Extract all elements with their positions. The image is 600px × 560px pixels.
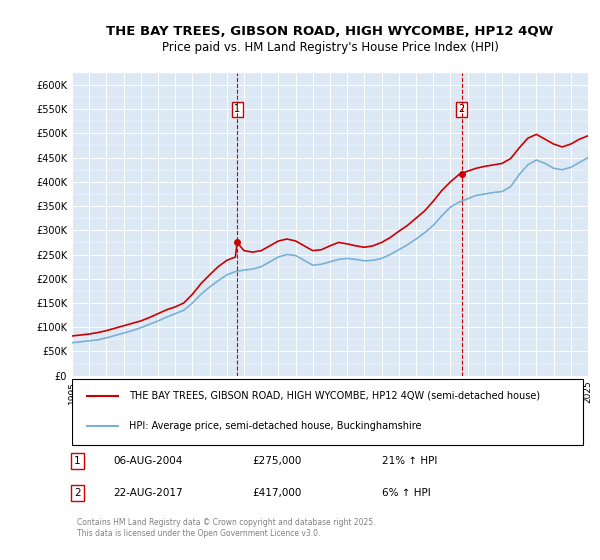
Text: 1: 1: [234, 104, 240, 114]
Text: THE BAY TREES, GIBSON ROAD, HIGH WYCOMBE, HP12 4QW (semi-detached house): THE BAY TREES, GIBSON ROAD, HIGH WYCOMBE…: [129, 391, 540, 401]
FancyBboxPatch shape: [72, 379, 583, 445]
Text: 1: 1: [74, 456, 80, 466]
Text: 06-AUG-2004: 06-AUG-2004: [113, 456, 182, 466]
Text: Contains HM Land Registry data © Crown copyright and database right 2025.
This d: Contains HM Land Registry data © Crown c…: [77, 518, 376, 538]
Text: 6% ↑ HPI: 6% ↑ HPI: [382, 488, 430, 498]
Text: 2: 2: [74, 488, 80, 498]
Text: £417,000: £417,000: [253, 488, 302, 498]
Text: Price paid vs. HM Land Registry's House Price Index (HPI): Price paid vs. HM Land Registry's House …: [161, 41, 499, 54]
Text: 2: 2: [458, 104, 465, 114]
Text: HPI: Average price, semi-detached house, Buckinghamshire: HPI: Average price, semi-detached house,…: [129, 421, 421, 431]
Text: £275,000: £275,000: [253, 456, 302, 466]
Text: 21% ↑ HPI: 21% ↑ HPI: [382, 456, 437, 466]
Text: THE BAY TREES, GIBSON ROAD, HIGH WYCOMBE, HP12 4QW: THE BAY TREES, GIBSON ROAD, HIGH WYCOMBE…: [106, 25, 554, 38]
Text: 22-AUG-2017: 22-AUG-2017: [113, 488, 183, 498]
